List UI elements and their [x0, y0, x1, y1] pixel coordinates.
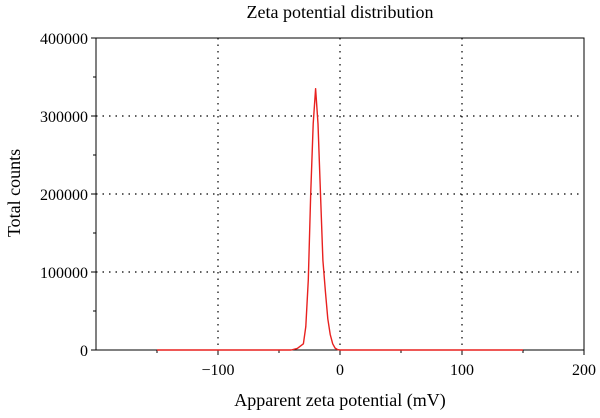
y-tick-label: 300000	[40, 109, 88, 126]
axis-ticks: −100 0 100 200 0 100000 200000 300000 400000	[40, 31, 596, 379]
y-tick-label: 100000	[40, 265, 88, 282]
x-tick-label: 0	[336, 362, 344, 379]
x-tick-label: 100	[450, 362, 474, 379]
y-tick-label: 200000	[40, 187, 88, 204]
y-axis-title: Total counts	[4, 149, 24, 237]
series-layer	[157, 87, 523, 351]
series-line	[157, 87, 523, 351]
y-tick-label: 0	[80, 343, 88, 360]
chart-title: Zeta potential distribution	[247, 2, 434, 22]
x-tick-label: 200	[572, 362, 596, 379]
y-tick-label: 400000	[40, 31, 88, 48]
x-axis-title: Apparent zeta potential (mV)	[234, 390, 445, 411]
grid	[96, 38, 584, 350]
x-tick-label: −100	[201, 362, 234, 379]
